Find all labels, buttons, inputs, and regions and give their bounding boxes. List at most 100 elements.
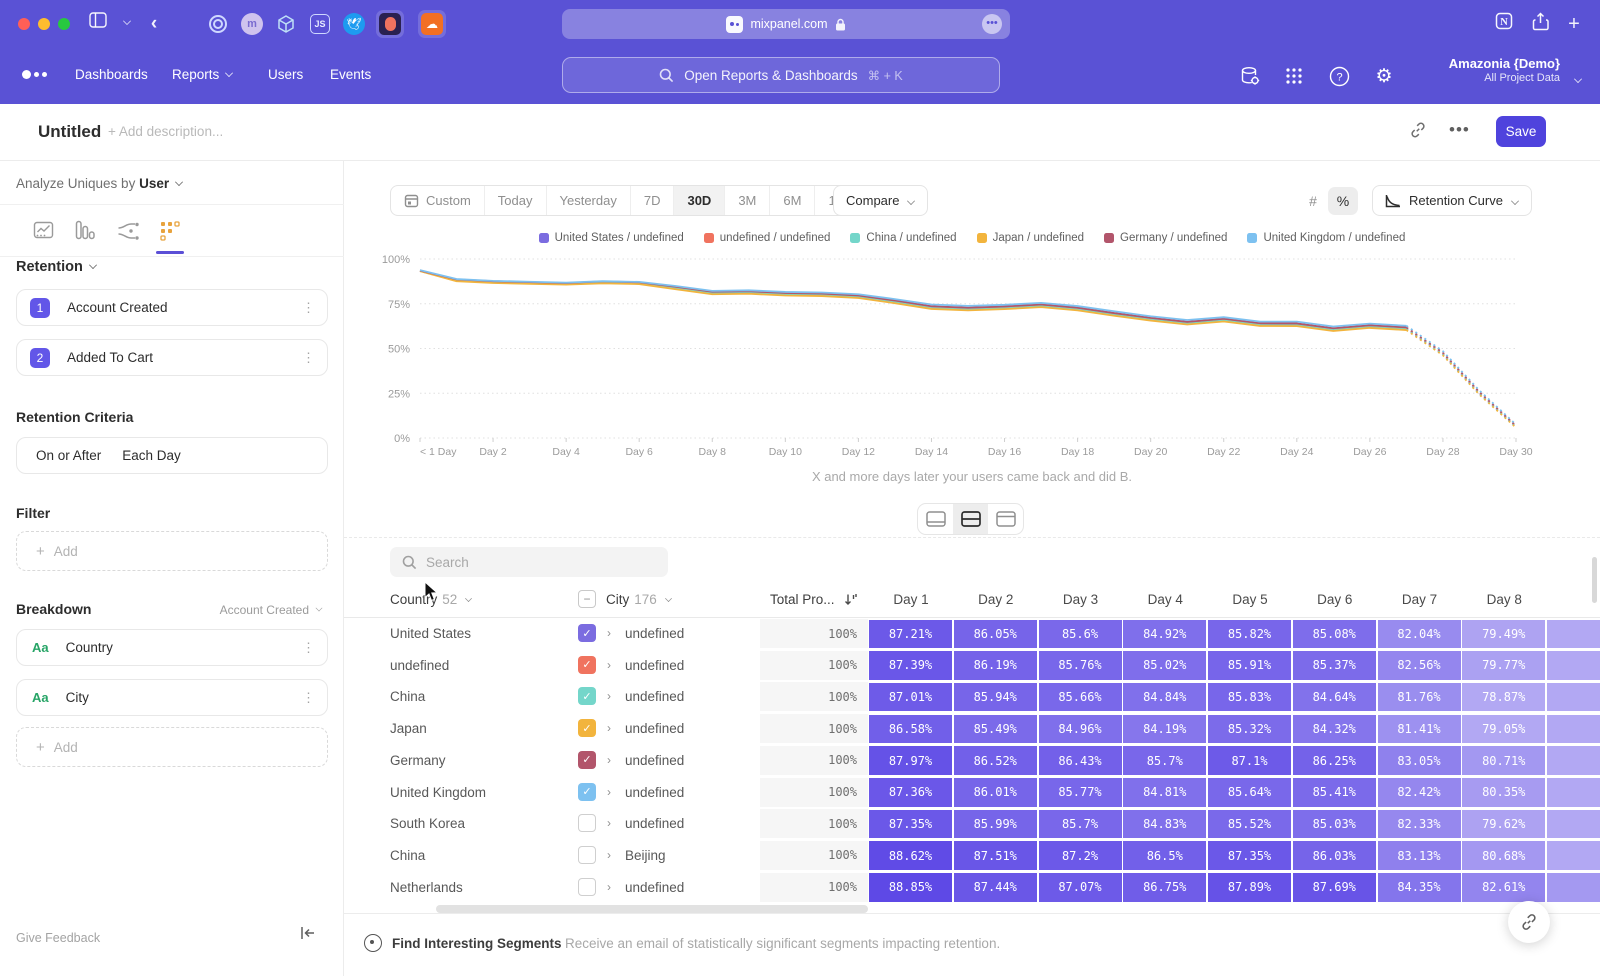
nav-item-events[interactable]: Events [330,67,371,82]
legend-item[interactable]: China / undefined [850,232,956,244]
tab-insights[interactable] [22,211,64,251]
pinned-tab-bird-icon[interactable]: 🕊 [340,10,368,38]
save-button[interactable]: Save [1496,116,1546,147]
zoom-window-button[interactable] [58,18,70,30]
table-row[interactable]: China›Beijing100%88.62%87.51%87.2%86.5%8… [344,840,1600,872]
date-range-3m[interactable]: 3M [725,186,770,215]
pinned-tab-soundcloud-icon[interactable]: ☁ [418,10,446,38]
breakdown-property[interactable]: City [66,690,89,705]
row-checkbox[interactable]: ✓ [578,719,596,737]
city-column-header[interactable]: City176 [606,592,672,607]
mixpanel-logo[interactable] [22,70,47,79]
day-column-header[interactable]: Day 8 [1462,592,1546,607]
breakdown-options-icon[interactable]: ⋮ [302,645,315,650]
settings-gear-icon[interactable]: ⚙ [1370,62,1398,90]
browser-sidebar-icon[interactable] [86,12,110,36]
step-card-2[interactable]: 2 Added To Cart ⋮ [16,339,328,376]
tab-retention[interactable] [149,211,191,251]
find-segments-title[interactable]: Find Interesting Segments [392,936,562,951]
legend-item[interactable]: undefined / undefined [704,232,831,244]
expand-chevron-icon[interactable]: › [607,626,611,640]
global-search-button[interactable]: Open Reports & Dashboards ⌘ + K [562,57,1000,93]
nav-item-reports[interactable]: Reports [172,67,233,82]
row-checkbox[interactable] [578,878,596,896]
row-checkbox[interactable] [578,814,596,832]
date-range-30d[interactable]: 30D [674,186,725,215]
table-search-input[interactable]: Search [390,547,668,577]
criteria-condition[interactable]: On or After [36,448,101,463]
date-range-6m[interactable]: 6M [770,186,815,215]
data-management-icon[interactable] [1236,62,1264,90]
breakdown-add-button[interactable]: + Add [16,727,328,767]
apps-grid-icon[interactable] [1280,62,1308,90]
breakdown-card-country[interactable]: Aa Country ⋮ [16,629,328,666]
address-bar[interactable]: mixpanel.com ••• [562,9,1010,39]
filter-add-button[interactable]: + Add [16,531,328,571]
new-tab-icon[interactable]: + [1562,12,1586,36]
pinned-tab-cube-icon[interactable] [272,10,300,38]
compare-button[interactable]: Compare [833,185,928,216]
expand-chevron-icon[interactable]: › [607,816,611,830]
unit-number-button[interactable]: # [1298,187,1328,215]
day-column-header[interactable]: Day 4 [1123,592,1207,607]
step-options-icon[interactable]: ⋮ [302,355,315,360]
report-title[interactable]: Untitled [38,122,101,142]
page-options-icon[interactable]: ••• [982,14,1002,34]
table-row[interactable]: Japan✓›undefined100%86.58%85.49%84.96%84… [344,713,1600,745]
table-row[interactable]: undefined✓›undefined100%87.39%86.19%85.7… [344,650,1600,682]
step-event-name[interactable]: Added To Cart [67,350,153,365]
legend-item[interactable]: Japan / undefined [977,232,1084,244]
more-options-icon[interactable]: ••• [1449,120,1470,140]
chart-only-view-button[interactable] [918,504,953,534]
minimize-window-button[interactable] [38,18,50,30]
criteria-card[interactable]: On or After Each Day [16,437,328,474]
pinned-tab-m-icon[interactable]: m [238,10,266,38]
table-row[interactable]: Germany✓›undefined100%87.97%86.52%86.43%… [344,745,1600,777]
close-window-button[interactable] [18,18,30,30]
retention-section-title[interactable]: Retention [16,259,97,275]
legend-item[interactable]: United States / undefined [539,232,684,244]
row-checkbox[interactable]: ✓ [578,751,596,769]
table-row[interactable]: United Kingdom✓›undefined100%87.36%86.01… [344,777,1600,809]
expand-chevron-icon[interactable]: › [607,689,611,703]
step-card-1[interactable]: 1 Account Created ⋮ [16,289,328,326]
day-column-header[interactable]: Day 3 [1039,592,1123,607]
step-options-icon[interactable]: ⋮ [302,305,315,310]
day-column-header[interactable]: Day 7 [1378,592,1462,607]
analyze-value-dropdown[interactable]: User [139,176,183,191]
table-row[interactable]: China✓›undefined100%87.01%85.94%85.66%84… [344,681,1600,713]
day-column-header[interactable]: Day 1 [869,592,953,607]
back-icon[interactable]: ‹ [142,12,166,36]
date-range-yesterday[interactable]: Yesterday [547,186,631,215]
pinned-tab-mixpanel-icon[interactable] [376,10,404,38]
nav-item-users[interactable]: Users [268,67,303,82]
pinned-tab-target-icon[interactable] [204,10,232,38]
breakdown-scope-dropdown[interactable]: Account Created [220,603,323,617]
chart-type-dropdown[interactable]: Retention Curve [1372,185,1532,216]
add-description[interactable]: + Add description... [108,124,223,139]
table-row[interactable]: United States✓›undefined100%87.21%86.05%… [344,618,1600,650]
give-feedback-link[interactable]: Give Feedback [16,931,100,945]
day-column-header[interactable]: Day 6 [1293,592,1377,607]
date-range-7d[interactable]: 7D [631,186,675,215]
collapse-sidebar-icon[interactable] [300,926,316,944]
tab-funnels[interactable] [64,211,106,251]
breakdown-options-icon[interactable]: ⋮ [302,695,315,700]
day-column-header[interactable]: Day 5 [1208,592,1292,607]
expand-chevron-icon[interactable]: › [607,785,611,799]
criteria-value[interactable]: Each Day [122,448,181,463]
split-view-button[interactable] [953,504,988,534]
tab-flows[interactable] [107,211,149,251]
retention-line-chart[interactable]: 100%75%50%25%0%< 1 DayDay 2Day 4Day 6Day… [344,251,1600,465]
date-range-custom[interactable]: Custom [391,186,485,215]
expand-chevron-icon[interactable]: › [607,721,611,735]
legend-item[interactable]: Germany / undefined [1104,232,1227,244]
row-checkbox[interactable]: ✓ [578,783,596,801]
copy-link-icon[interactable] [1408,120,1428,145]
pinned-tab-js-icon[interactable]: JS [306,10,334,38]
project-switcher[interactable]: Amazonia {Demo} All Project Data [1449,56,1560,86]
sidebar-dropdown-icon[interactable] [112,12,136,36]
notion-extension-icon[interactable]: N [1492,12,1516,36]
expand-chevron-icon[interactable]: › [607,848,611,862]
nav-item-dashboards[interactable]: Dashboards [75,67,148,82]
